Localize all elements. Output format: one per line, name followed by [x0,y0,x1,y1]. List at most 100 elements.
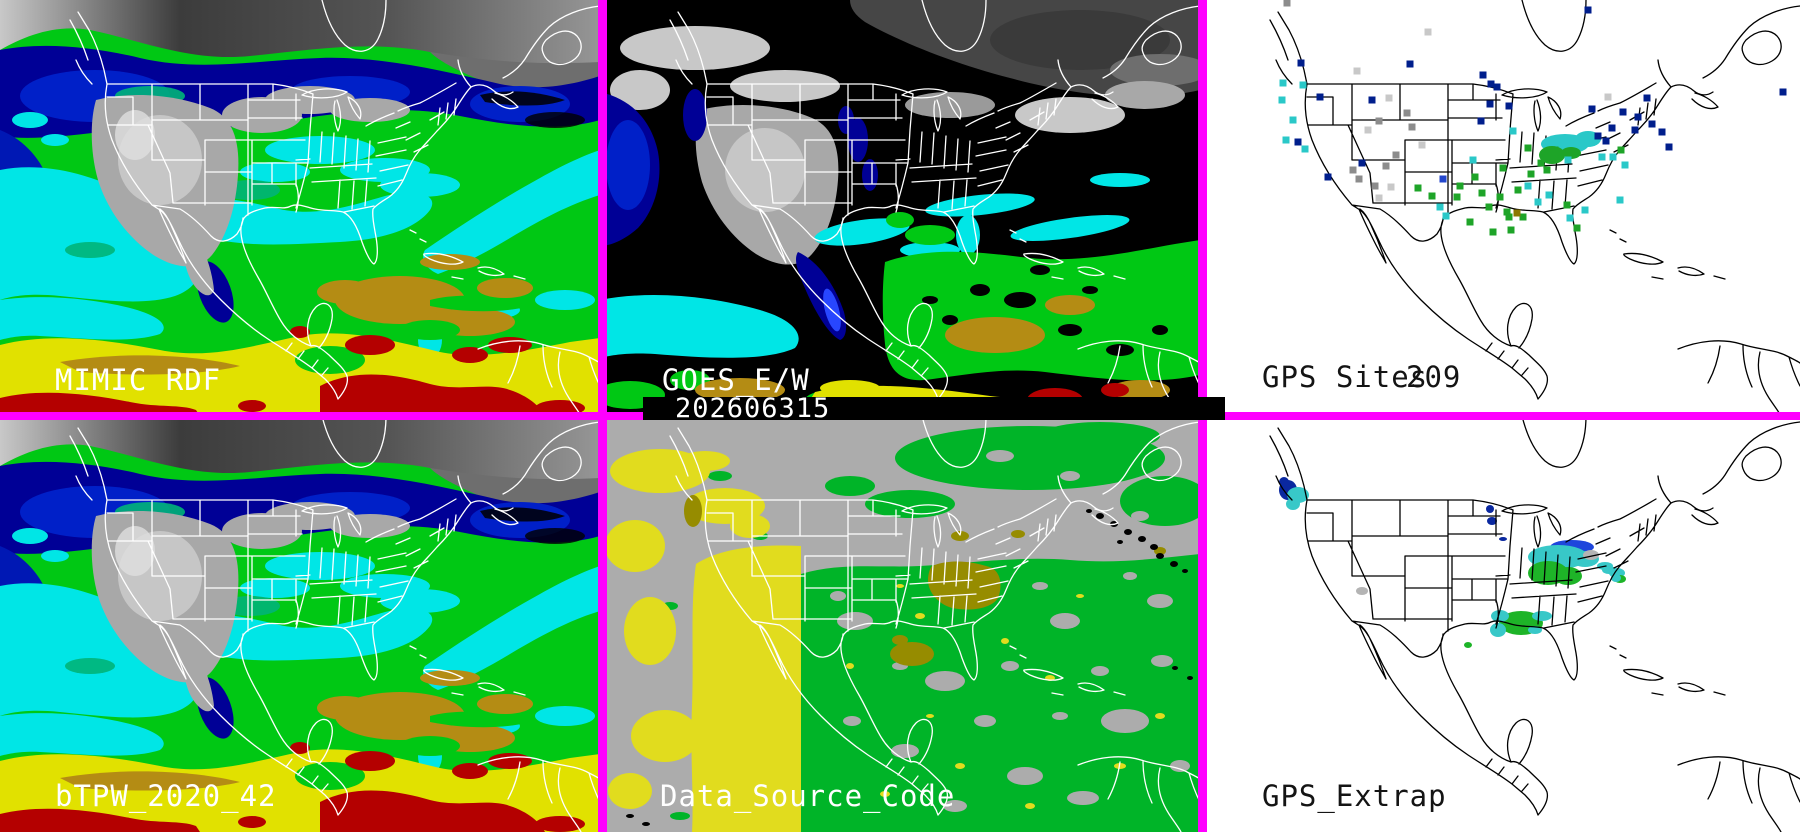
gps-site-marker [1658,128,1666,136]
gps-site-marker [1364,126,1372,134]
gps-extrap-blob [1528,626,1542,634]
gps-site-cluster [1561,147,1581,159]
gps-site-marker [1479,71,1487,79]
gps-site-marker [1299,81,1307,89]
gps-site-marker [1456,182,1464,190]
gps-site-marker [1503,208,1511,216]
gps-site-marker [1598,153,1606,161]
gps-site-marker [1543,166,1551,174]
gps-site-marker [1505,213,1513,221]
gps-site-marker [1779,88,1787,96]
gps-site-marker [1403,109,1411,117]
gps-extrap-blob [1490,623,1506,637]
gps-sites-label: GPS Sites [1262,360,1428,394]
timestamp-text: 202606315 [675,393,831,424]
gps-site-marker [1486,100,1494,108]
gps-site-marker [1496,193,1504,201]
gps-site-marker [1466,218,1474,226]
gps-site-marker [1294,138,1302,146]
gps-site-marker [1406,60,1414,68]
gps-extrap-label: GPS_Extrap [1262,779,1447,814]
gps-extrap-blob [1279,477,1289,487]
panel-goes-ew: GOES_E/W [600,0,1200,416]
gps-site-marker [1355,175,1363,183]
gps-site-marker [1545,191,1553,199]
gps-site-marker [1573,224,1581,232]
gps-site-marker [1634,113,1642,121]
gps-site-marker [1594,132,1602,140]
gps-extrap-blob [1499,537,1507,541]
gps-site-marker [1382,162,1390,170]
gps-site-marker [1428,192,1436,200]
gps-site-marker [1485,203,1493,211]
gps-site-marker [1358,159,1366,167]
gps-site-marker [1478,189,1486,197]
gps-extrap-blob [1532,611,1552,621]
gps-extrap-blob [1602,566,1616,574]
gps-site-marker [1584,6,1592,14]
gps-site-marker [1534,198,1542,206]
panel-gps-extrap: GPS_Extrap [1200,416,1800,832]
gps-site-marker [1324,173,1332,181]
gps-site-marker [1408,123,1416,131]
gps-extrap-blob [1491,610,1509,622]
gps-site-marker [1436,203,1444,211]
gps-sites-count: 209 [1406,360,1461,394]
gps-site-marker [1368,96,1376,104]
gps-site-marker [1537,159,1545,167]
gps-extrap-blob [1356,587,1368,595]
gps-site-marker [1602,137,1610,145]
gps-site-marker [1631,126,1639,134]
gps-site-marker [1442,212,1450,220]
gps-site-marker [1549,155,1557,163]
gps-site-marker [1453,193,1461,201]
gps-site-marker [1471,173,1479,181]
gps-site-marker [1665,143,1673,151]
gps-extrap-blob [1464,642,1472,648]
gps-site-marker [1414,184,1422,192]
gps-site-marker [1489,228,1497,236]
gps-site-marker [1513,209,1521,217]
gps-site-marker [1581,206,1589,214]
gps-site-marker [1643,94,1651,102]
goes-ew-label: GOES_E/W [662,363,810,398]
gps-site-marker [1493,83,1501,91]
gps-extrap-blob [1286,498,1300,510]
panel-mimic-rdf: MIMIC RDF [0,0,600,416]
gps-site-marker [1524,144,1532,152]
gps-site-marker [1418,141,1426,149]
gps-site-marker [1385,94,1393,102]
gps-site-marker [1424,28,1432,36]
gps-site-marker [1648,120,1656,128]
gps-site-marker [1505,102,1513,110]
gps-site-marker [1499,164,1507,172]
gps-site-marker [1477,117,1485,125]
gps-sites-background [1200,0,1800,416]
gps-site-marker [1282,136,1290,144]
panel-data-source-code: Data_Source_Code [600,416,1200,832]
data-source-code-label: Data_Source_Code [660,779,955,814]
gps-site-marker [1551,146,1559,154]
gps-site-marker [1289,116,1297,124]
gps-site-marker [1619,108,1627,116]
gps-site-marker [1524,182,1532,190]
gps-site-marker [1387,183,1395,191]
gps-site-marker [1469,156,1477,164]
gps-extrap-blob [1487,517,1497,525]
gps-site-marker [1278,96,1286,104]
gps-site-marker [1375,194,1383,202]
timestamp-bar: 202606315 [643,395,1225,422]
panel-btpw: bTPW_2020_42 [0,416,600,832]
panel-gps-sites: GPS Sites 209 [1200,0,1800,416]
gps-site-marker [1349,166,1357,174]
gps-site-marker [1353,67,1361,75]
gps-site-marker [1519,213,1527,221]
gps-site-marker [1617,146,1625,154]
gps-site-marker [1439,175,1447,183]
gps-site-marker [1301,145,1309,153]
gps-extrap-blob [1486,505,1494,513]
gps-site-marker [1316,93,1324,101]
gps-site-marker [1564,156,1572,164]
gps-site-marker [1509,127,1517,135]
